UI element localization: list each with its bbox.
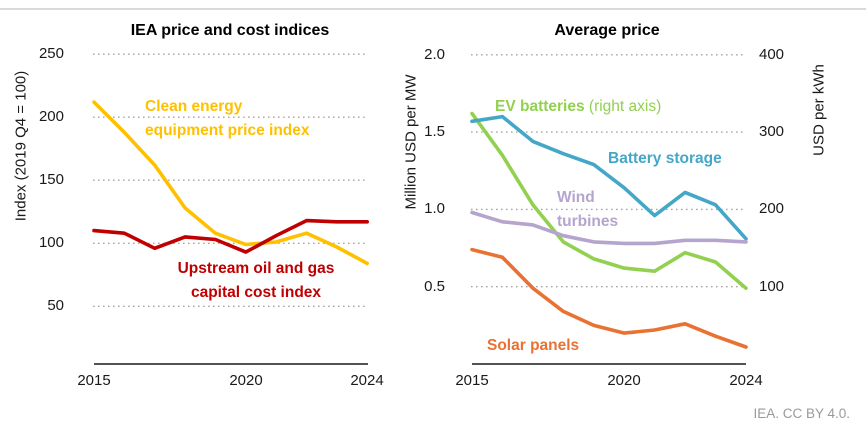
legend-solar-panels: Solar panels bbox=[487, 337, 580, 354]
y-tick-150: 150 bbox=[38, 171, 64, 188]
right-chart-right-y-axis-label: USD per kWh bbox=[810, 64, 828, 156]
x-tick-2024-left: 2024 bbox=[350, 372, 384, 389]
legend-wind-turbines: Wind turbines bbox=[557, 186, 618, 234]
y-tick-100: 100 bbox=[38, 234, 64, 251]
top-divider-rule bbox=[0, 8, 866, 10]
y-tick-250: 250 bbox=[38, 45, 64, 62]
y-tick-2.0: 2.0 bbox=[424, 46, 445, 63]
legend-clean-energy: Clean energy equipment price index bbox=[145, 95, 310, 143]
x-tick-2020-left: 2020 bbox=[229, 372, 263, 389]
legend-ev-batteries-note: (right axis) bbox=[584, 98, 662, 115]
x-tick-2015-left: 2015 bbox=[77, 372, 111, 389]
right-chart-left-y-axis-label: Million USD per MW bbox=[402, 74, 420, 210]
legend-battery-storage: Battery storage bbox=[608, 150, 722, 167]
right-chart-title: Average price bbox=[554, 22, 660, 39]
y-tick-50: 50 bbox=[47, 297, 64, 314]
attribution-text: IEA. CC BY 4.0. bbox=[753, 406, 850, 421]
left-chart-y-axis-label: Index (2019 Q4 = 100) bbox=[12, 70, 30, 222]
y-tick-100: 100 bbox=[759, 278, 785, 295]
y-tick-200: 200 bbox=[759, 200, 785, 217]
legend-upstream-line2: capital cost index bbox=[190, 284, 322, 301]
y-tick-0.5: 0.5 bbox=[424, 278, 445, 295]
legend-upstream-oil-gas: Upstream oil and gas capital cost index bbox=[156, 257, 356, 305]
legend-wind-line2: turbines bbox=[557, 213, 619, 230]
y-tick-1.0: 1.0 bbox=[424, 200, 445, 217]
legend-clean-energy-line1: Clean energy bbox=[145, 98, 243, 115]
legend-ev-batteries-bold: EV batteries bbox=[495, 98, 585, 115]
legend-wind-line1: Wind bbox=[557, 189, 595, 206]
y-tick-200: 200 bbox=[38, 108, 64, 125]
legend-upstream-line1: Upstream oil and gas bbox=[177, 260, 335, 277]
y-tick-400: 400 bbox=[759, 46, 785, 63]
x-tick-2024-right: 2024 bbox=[729, 372, 763, 389]
left-chart-title: IEA price and cost indices bbox=[130, 22, 330, 39]
x-tick-2020-right: 2020 bbox=[607, 372, 641, 389]
y-tick-300: 300 bbox=[759, 123, 785, 140]
legend-clean-energy-line2: equipment price index bbox=[145, 122, 310, 139]
legend-ev-batteries: EV batteries (right axis) bbox=[495, 95, 661, 119]
y-tick-1.5: 1.5 bbox=[424, 123, 445, 140]
x-tick-2015-right: 2015 bbox=[455, 372, 489, 389]
